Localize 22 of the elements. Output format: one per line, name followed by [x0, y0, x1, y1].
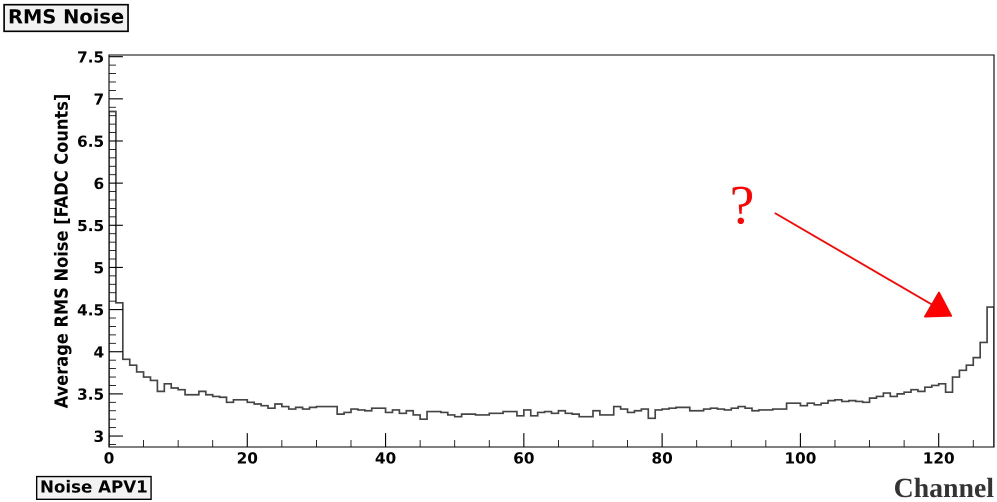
y-tick-label: 4 — [94, 346, 104, 358]
y-tick-label: 7.5 — [78, 51, 104, 63]
x-tick-label: 120 — [924, 452, 954, 464]
annotation: ? — [732, 186, 752, 224]
x-axis-title: Channel — [895, 478, 994, 498]
x-tick-label: 60 — [514, 452, 534, 464]
y-tick-label: 6.5 — [78, 135, 104, 148]
y-tick-label: 3 — [94, 430, 103, 442]
y-tick-label: 7 — [94, 94, 103, 105]
x-tick-label: 100 — [786, 452, 816, 464]
y-tick-label: 5.5 — [78, 220, 104, 232]
x-tick-label: 40 — [376, 452, 396, 464]
chart-title: RMS Noise — [10, 8, 124, 24]
text: Noise APV1 — [42, 480, 147, 493]
y-tick-label: 3.5 — [78, 388, 104, 400]
y-axis-title: Average RMS Noise [FADC Counts] — [54, 95, 72, 408]
y-tick-label: 5 — [94, 262, 104, 274]
y-tick-label: 6 — [94, 178, 104, 190]
x-tick-label: 0 — [104, 452, 114, 464]
x-tick-label: 20 — [238, 452, 258, 464]
y-tick-label: 4.5 — [78, 304, 104, 316]
x-tick-label: 80 — [652, 452, 672, 464]
